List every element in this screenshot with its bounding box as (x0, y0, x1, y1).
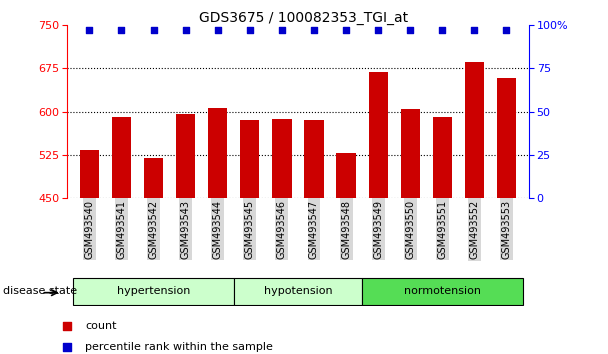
Bar (208, 108, 227, 198)
Point (148, 27, 158, 33)
Bar (240, 120, 260, 198)
Text: GSM493544: GSM493544 (213, 200, 223, 259)
Point (181, 27, 190, 33)
Text: GSM493551: GSM493551 (437, 200, 447, 259)
Text: disease state: disease state (3, 286, 77, 296)
Bar (336, 153, 356, 198)
Bar (465, 62, 484, 198)
Bar (144, 158, 163, 198)
Text: GSM493548: GSM493548 (341, 200, 351, 259)
Bar (401, 109, 420, 198)
Point (438, 27, 447, 33)
Text: percentile rank within the sample: percentile rank within the sample (85, 342, 273, 352)
Point (309, 27, 319, 33)
Point (502, 27, 511, 33)
Text: GSM493545: GSM493545 (245, 200, 255, 259)
Text: GSM493543: GSM493543 (181, 200, 191, 259)
Bar (368, 72, 388, 198)
Point (117, 27, 126, 33)
Point (213, 27, 223, 33)
Point (469, 27, 479, 33)
Point (373, 27, 383, 33)
Point (293, 255, 303, 260)
Point (341, 27, 351, 33)
Text: GSM493552: GSM493552 (469, 200, 480, 259)
Text: GSM493546: GSM493546 (277, 200, 287, 259)
FancyBboxPatch shape (233, 278, 362, 305)
Bar (112, 117, 131, 198)
Text: GSM493550: GSM493550 (405, 200, 415, 259)
FancyBboxPatch shape (362, 278, 522, 305)
Point (245, 27, 255, 33)
Point (277, 27, 287, 33)
Bar (433, 117, 452, 198)
Point (85, 27, 94, 33)
Text: GSM493541: GSM493541 (116, 200, 126, 259)
Text: GDS3675 / 100082353_TGI_at: GDS3675 / 100082353_TGI_at (199, 11, 409, 25)
Text: GSM493553: GSM493553 (502, 200, 511, 259)
FancyBboxPatch shape (74, 278, 233, 305)
Text: count: count (85, 321, 117, 331)
Bar (272, 119, 291, 198)
Point (293, 61, 303, 67)
Text: hypotension: hypotension (264, 286, 332, 296)
Text: normotension: normotension (404, 286, 481, 296)
Text: GSM493542: GSM493542 (148, 200, 159, 259)
Text: GSM493547: GSM493547 (309, 200, 319, 259)
Text: hypertension: hypertension (117, 286, 190, 296)
Bar (497, 78, 516, 198)
Text: GSM493540: GSM493540 (85, 200, 94, 259)
Bar (176, 114, 195, 198)
Bar (305, 120, 323, 198)
Text: GSM493549: GSM493549 (373, 200, 383, 259)
Bar (80, 150, 99, 198)
Point (406, 27, 415, 33)
